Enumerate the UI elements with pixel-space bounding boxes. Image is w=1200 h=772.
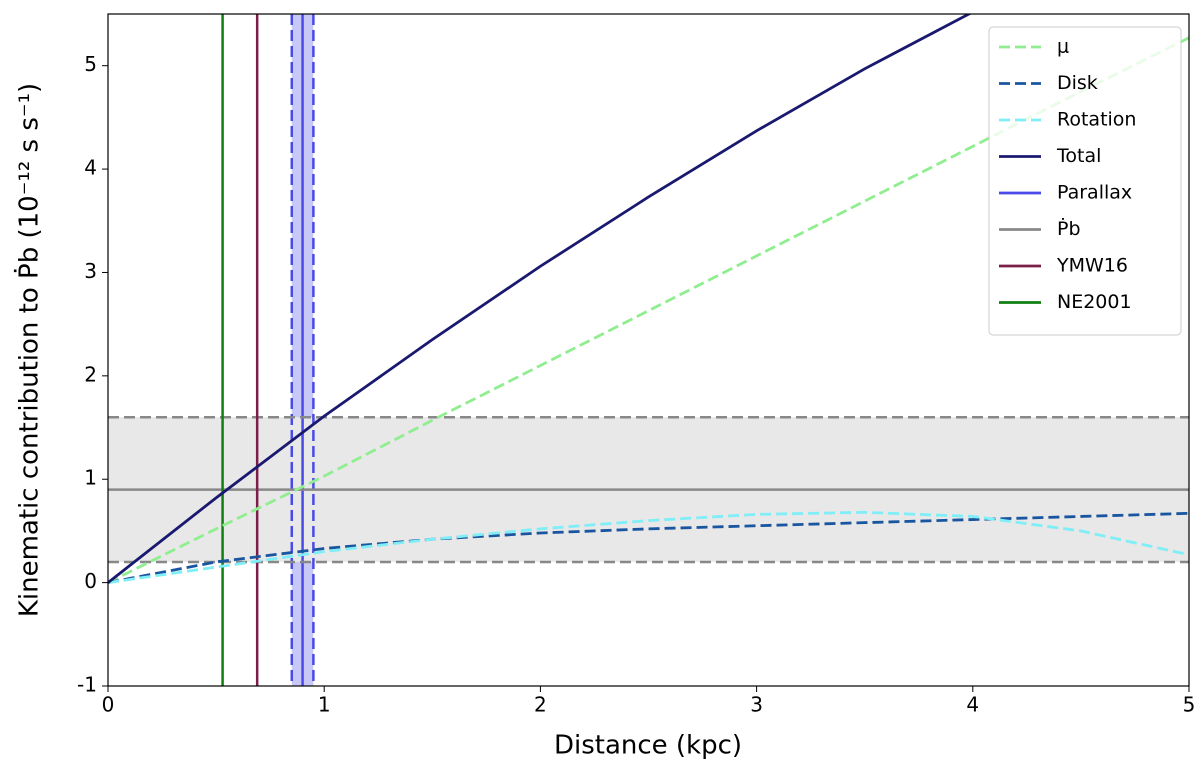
y-tick-label: 5 (84, 52, 97, 76)
x-tick-label: 3 (750, 693, 763, 717)
x-tick-label: 5 (1183, 693, 1196, 717)
legend-box (988, 26, 1182, 336)
x-tick-label: 2 (534, 693, 547, 717)
series-line (108, 511, 1189, 584)
legend-label: Parallax (1057, 182, 1132, 204)
legend-label: Ṗb (1057, 217, 1081, 240)
y-tick-label: 4 (84, 156, 97, 180)
y-tick-label: 3 (84, 259, 97, 283)
legend-label: μ (1057, 36, 1069, 58)
legend-label: Total (1056, 145, 1101, 167)
y-tick-label: 1 (84, 466, 97, 490)
plot-frame (107, 13, 1190, 687)
y-axis-label: Kinematic contribution to Ṗb (10⁻¹² s s⁻… (13, 83, 45, 617)
y-tick-label: 2 (84, 362, 97, 386)
legend-label: YMW16 (1056, 255, 1128, 277)
x-tick-label: 4 (966, 693, 979, 717)
y-tick-label: -1 (77, 673, 97, 697)
x-tick-label: 1 (318, 693, 331, 717)
series-line (108, 510, 1189, 585)
legend-label: NE2001 (1057, 291, 1132, 313)
legend-label: Rotation (1057, 109, 1136, 131)
legend: μ Disk Rotation Total Parallax Ṗb YMW16 NE2001 (988, 26, 1182, 336)
legend-label: Disk (1057, 72, 1098, 94)
x-axis-label: Distance (kpc) (554, 731, 742, 761)
x-tick-label: 0 (102, 693, 115, 717)
series-line (108, 14, 972, 584)
y-tick-label: 0 (84, 569, 97, 593)
